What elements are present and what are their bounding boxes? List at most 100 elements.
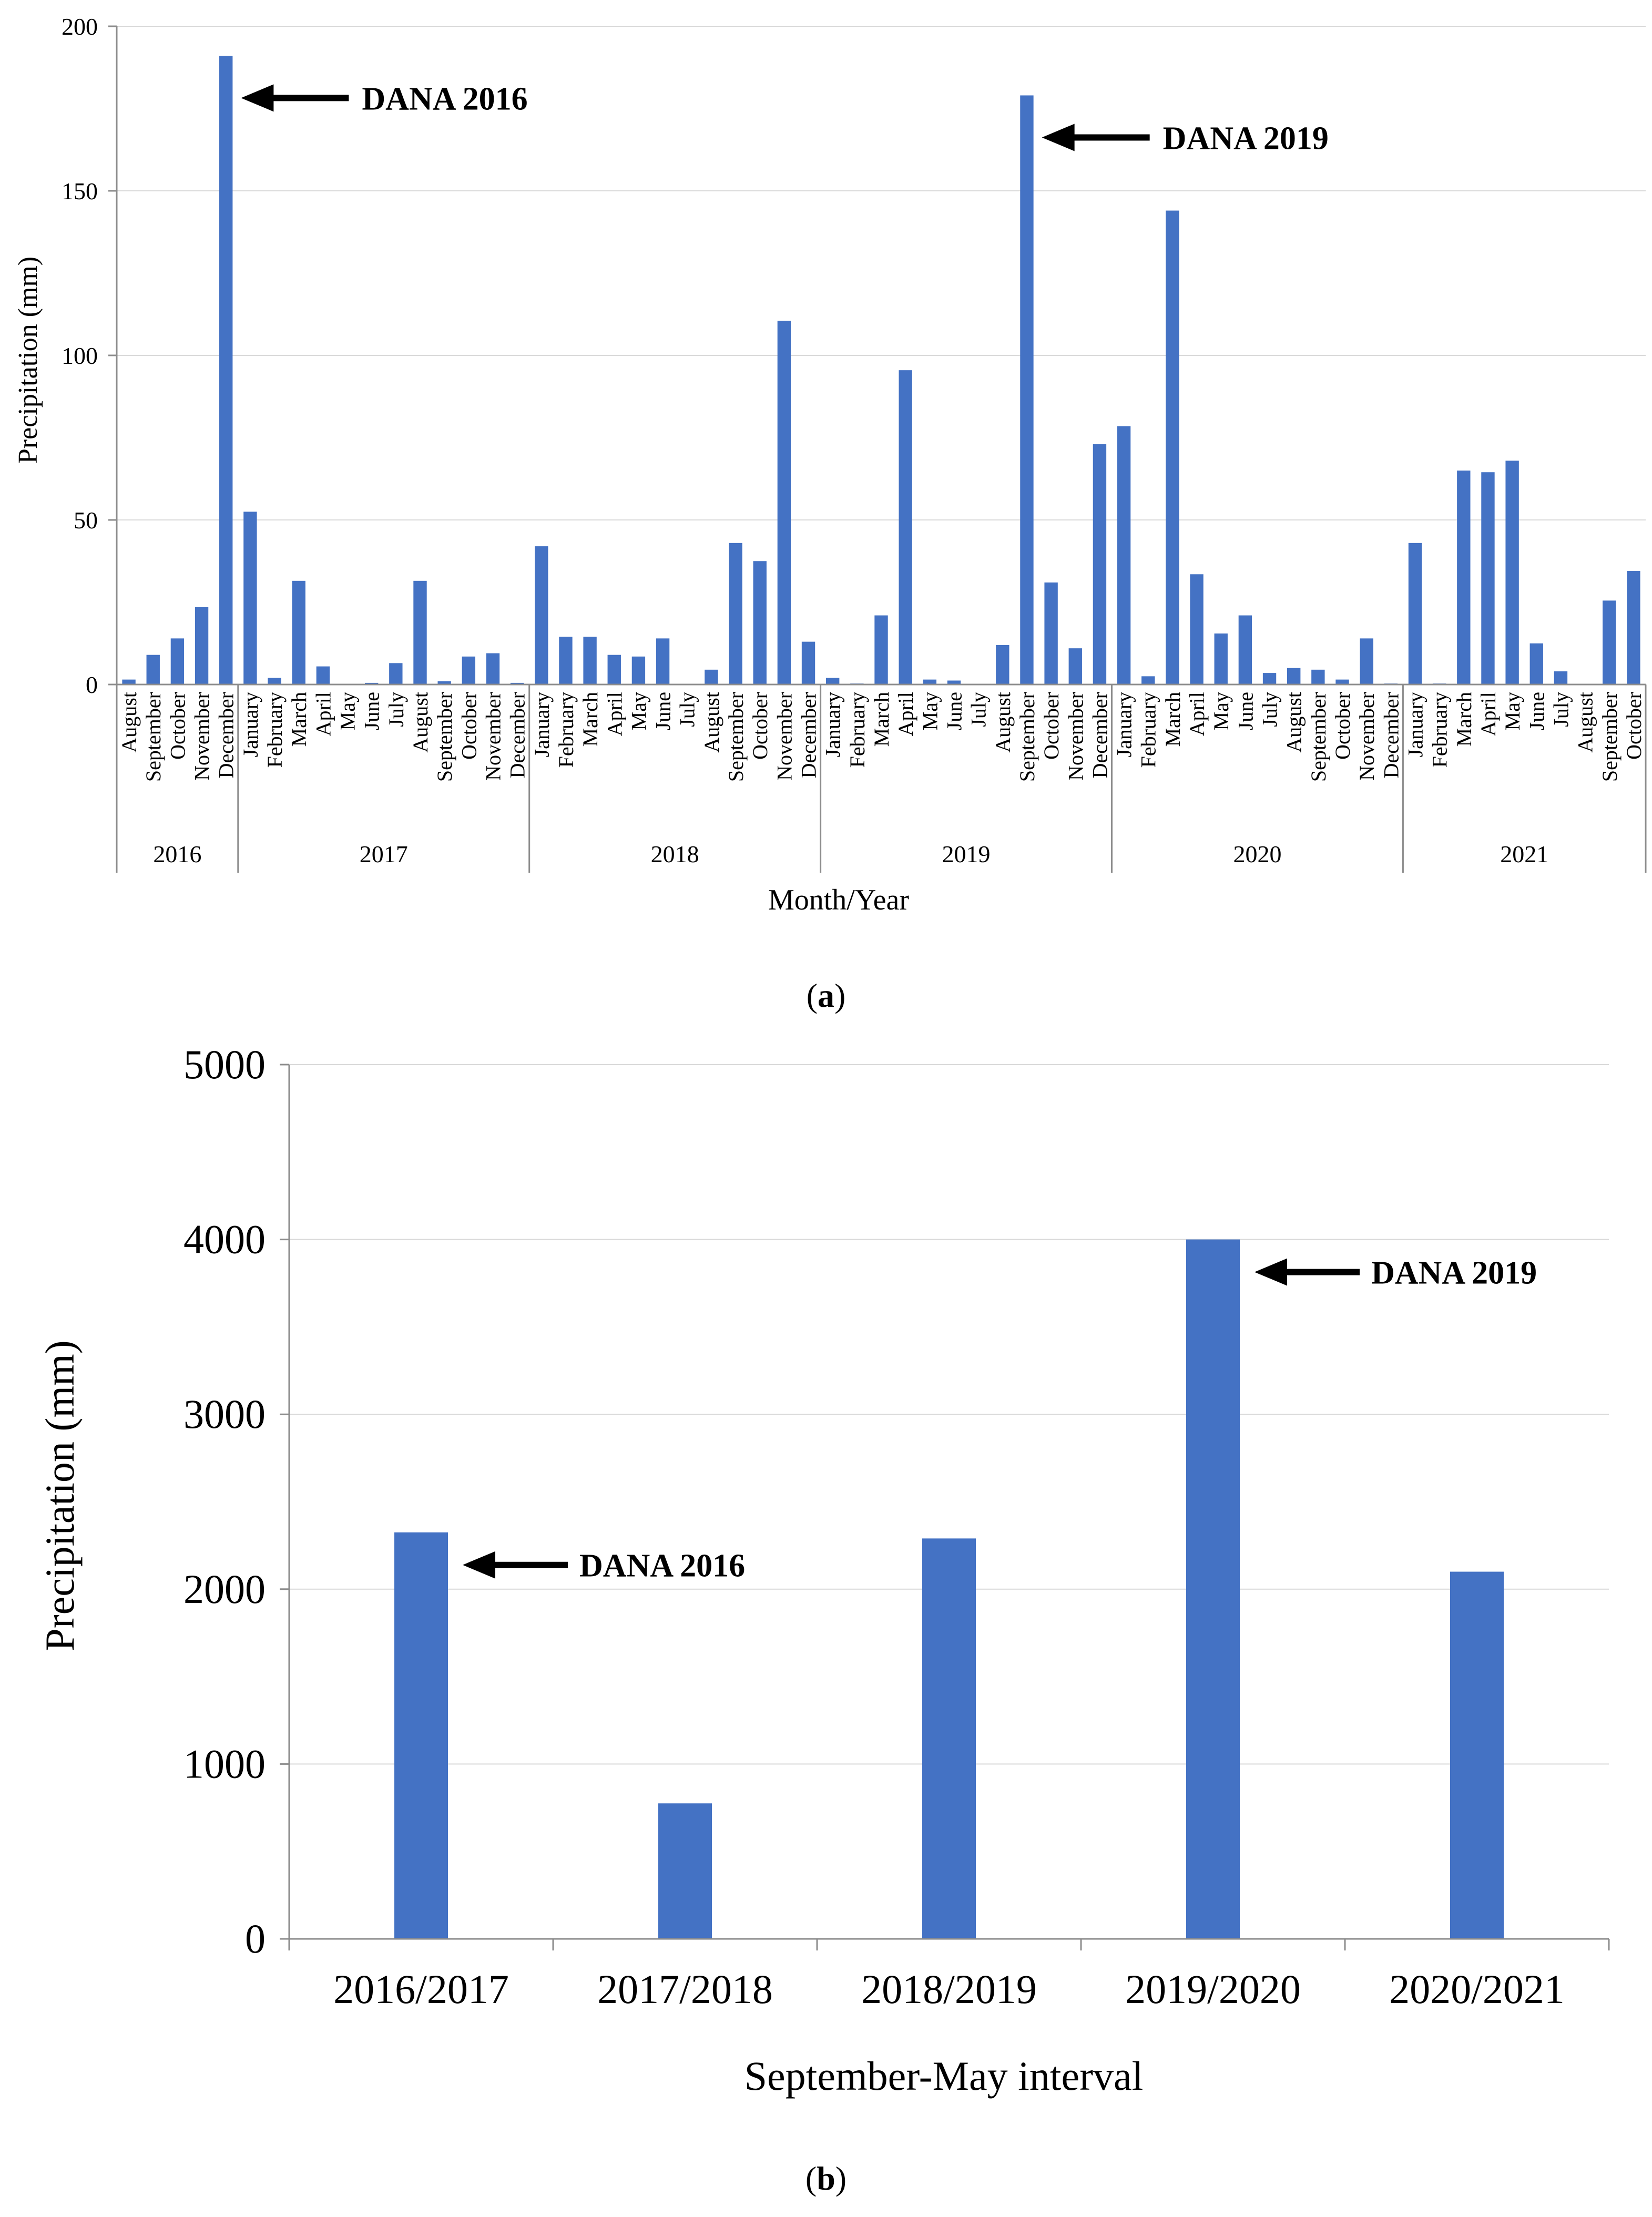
bar-july-2020 bbox=[1262, 673, 1277, 684]
panel-b-x-axis-title: September-May interval bbox=[745, 2053, 1144, 2099]
month-label-march-2019: March bbox=[870, 692, 893, 747]
bar-october-2017 bbox=[462, 656, 475, 684]
panel-a-gridlines bbox=[117, 26, 1646, 520]
y-tick-label-1000: 1000 bbox=[183, 1741, 266, 1786]
month-label-august-2018: August bbox=[700, 692, 723, 753]
bar-2016-2017 bbox=[394, 1532, 448, 1939]
bar-june-2017 bbox=[364, 682, 379, 684]
bar-november-2020 bbox=[1360, 638, 1373, 684]
month-label-july-2018: July bbox=[676, 692, 699, 727]
year-label-2020: 2020 bbox=[1233, 841, 1281, 867]
month-label-september-2020: September bbox=[1307, 692, 1330, 782]
month-label-february-2017: February bbox=[263, 692, 287, 768]
arrow-head bbox=[1042, 124, 1075, 151]
month-label-january-2019: January bbox=[821, 692, 845, 757]
month-label-december-2017: December bbox=[506, 692, 529, 778]
panel-a-label: (a) bbox=[807, 977, 846, 1014]
month-label-may-2019: May bbox=[918, 692, 942, 730]
y-tick-label-100: 100 bbox=[62, 342, 98, 369]
panel-a-year-labels: 2016 2017 2018 2019 2020 2021 bbox=[153, 841, 1548, 867]
annotation-dana-2016: DANA 2016 bbox=[579, 1548, 745, 1584]
month-label-september-2019: September bbox=[1015, 692, 1039, 782]
month-label-november-2019: November bbox=[1064, 692, 1087, 781]
month-label-june-2017: June bbox=[360, 692, 384, 730]
arrow-dana-2019 bbox=[1255, 1258, 1360, 1286]
bar-april-2018 bbox=[607, 655, 621, 684]
month-label-march-2018: March bbox=[578, 692, 602, 747]
month-label-june-2021: June bbox=[1525, 692, 1548, 730]
year-label-2016: 2016 bbox=[153, 841, 201, 867]
panel-a-x-axis-title: Month/Year bbox=[768, 884, 909, 916]
y-tick-label-0: 0 bbox=[86, 671, 98, 698]
month-label-april-2017: April bbox=[311, 692, 335, 736]
month-label-april-2020: April bbox=[1185, 692, 1209, 736]
panel-b-annotations: DANA 2016 DANA 2019 bbox=[463, 1255, 1537, 1584]
bar-january-2020 bbox=[1117, 426, 1131, 684]
bar-november-2016 bbox=[195, 607, 209, 684]
month-label-september-2016: September bbox=[141, 692, 165, 782]
month-label-november-2020: November bbox=[1355, 692, 1379, 781]
month-label-january-2021: January bbox=[1403, 692, 1427, 757]
bar-january-2021 bbox=[1408, 543, 1422, 684]
panel-a-y-tick-labels: 0 50 100 150 200 bbox=[62, 13, 98, 698]
month-label-october-2018: October bbox=[748, 692, 772, 760]
y-tick-label-0: 0 bbox=[245, 1916, 266, 1961]
x-tick-label-2018-2019: 2018/2019 bbox=[861, 1966, 1037, 2012]
y-tick-label-200: 200 bbox=[62, 13, 98, 40]
panel-b-y-tick-labels: 0 1000 2000 3000 4000 5000 bbox=[183, 1041, 266, 1961]
x-tick-label-2016-2017: 2016/2017 bbox=[333, 1966, 509, 2012]
month-label-february-2020: February bbox=[1137, 692, 1160, 768]
panel-a-annotations: DANA 2016 DANA 2019 bbox=[241, 81, 1329, 156]
month-label-october-2016: October bbox=[166, 692, 189, 760]
bar-december-2018 bbox=[801, 641, 815, 684]
year-label-2017: 2017 bbox=[360, 841, 408, 867]
panel-b-interval-chart: 0 1000 2000 3000 4000 5000 2016/2017 2017/2018… bbox=[37, 1041, 1610, 2197]
month-label-may-2021: May bbox=[1501, 692, 1524, 730]
bar-september-2021 bbox=[1603, 600, 1616, 684]
month-label-march-2021: March bbox=[1452, 692, 1476, 747]
month-label-september-2017: September bbox=[433, 692, 456, 782]
month-label-october-2017: October bbox=[457, 692, 481, 760]
arrow-dana-2019 bbox=[1042, 124, 1150, 151]
bar-april-2021 bbox=[1481, 472, 1495, 684]
panel-b-y-axis-title: Precipitation (mm) bbox=[37, 1340, 83, 1651]
panel-a-y-axis-title: Precipitation (mm) bbox=[13, 257, 43, 464]
bar-2019-2020 bbox=[1186, 1239, 1240, 1939]
bar-april-2017 bbox=[316, 666, 330, 684]
panel-b-label: (b) bbox=[805, 2160, 847, 2197]
panel-b-x-tick-labels: 2016/2017 2017/2018 2018/2019 2019/2020 2020… bbox=[333, 1966, 1565, 2012]
year-label-2021: 2021 bbox=[1500, 841, 1548, 867]
month-label-july-2017: July bbox=[384, 692, 408, 727]
month-label-november-2018: November bbox=[772, 692, 796, 781]
bar-2020-2021 bbox=[1450, 1571, 1504, 1939]
x-tick-label-2020-2021: 2020/2021 bbox=[1389, 1966, 1565, 2012]
month-label-september-2021: September bbox=[1598, 692, 1622, 782]
panel-b-bars bbox=[394, 1239, 1504, 1939]
bar-november-2017 bbox=[486, 653, 500, 684]
month-label-december-2016: December bbox=[215, 692, 238, 778]
month-label-october-2020: October bbox=[1331, 692, 1354, 760]
month-label-september-2018: September bbox=[724, 692, 748, 782]
bar-june-2020 bbox=[1238, 615, 1252, 684]
bar-october-2021 bbox=[1627, 571, 1640, 684]
month-label-march-2020: March bbox=[1161, 692, 1185, 747]
y-tick-label-150: 150 bbox=[62, 178, 98, 205]
arrow-dana-2016 bbox=[241, 84, 349, 112]
year-label-2019: 2019 bbox=[942, 841, 991, 867]
y-tick-label-50: 50 bbox=[74, 507, 98, 534]
month-label-november-2017: November bbox=[481, 692, 505, 781]
bar-2018-2019 bbox=[922, 1538, 976, 1939]
x-tick-label-2019-2020: 2019/2020 bbox=[1125, 1966, 1301, 2012]
month-label-december-2018: December bbox=[797, 692, 821, 778]
y-tick-label-2000: 2000 bbox=[183, 1566, 266, 1612]
month-label-july-2019: July bbox=[967, 692, 991, 727]
bar-2017-2018 bbox=[658, 1803, 712, 1939]
panel-a-month-labels: August September October November December Ja… bbox=[117, 692, 1646, 782]
month-label-february-2021: February bbox=[1428, 692, 1452, 768]
panel-a-letter: a bbox=[818, 977, 834, 1014]
month-label-may-2020: May bbox=[1209, 692, 1233, 730]
bar-february-2017 bbox=[268, 678, 281, 684]
bar-august-2019 bbox=[996, 645, 1009, 684]
bar-october-2019 bbox=[1044, 582, 1058, 684]
panel-b-letter: b bbox=[817, 2160, 835, 2197]
